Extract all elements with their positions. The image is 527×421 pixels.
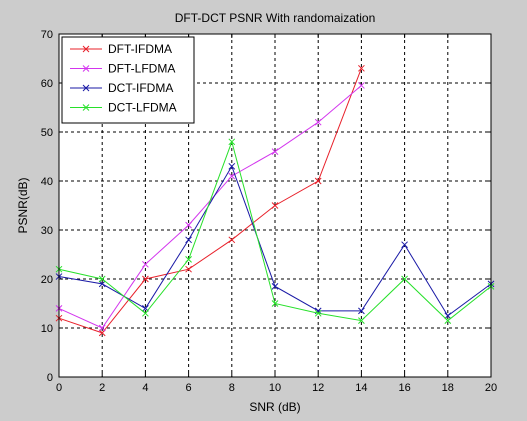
legend-label: DFT-IFDMA [108, 42, 172, 56]
x-tick-label: 0 [56, 382, 62, 394]
data-point [271, 282, 279, 290]
legend: DFT-IFDMA DFT-LFDMA DCT-IFDMA DCT-LFDMA [61, 36, 195, 124]
data-point [444, 312, 452, 320]
legend-label: DFT-LFDMA [108, 62, 175, 76]
data-point [358, 307, 365, 315]
x-tick-label: 4 [142, 382, 148, 394]
x-tick-label: 14 [355, 382, 367, 394]
data-point [185, 256, 192, 263]
y-tick-label: 60 [41, 78, 53, 90]
y-tick-label: 70 [41, 29, 53, 41]
x-tick-label: 18 [442, 382, 454, 394]
data-point [98, 275, 106, 283]
legend-swatch-marker [82, 104, 90, 111]
y-tick-label: 50 [41, 127, 53, 139]
x-axis-title: SNR (dB) [249, 400, 300, 414]
x-tick-label: 12 [312, 382, 324, 394]
legend-item: DCT-LFDMA [70, 101, 177, 115]
data-point [185, 221, 192, 229]
x-tick-label: 16 [398, 382, 410, 394]
data-point [228, 172, 236, 180]
data-point [314, 177, 322, 185]
data-point [358, 317, 365, 325]
y-tick-label: 10 [41, 323, 53, 335]
data-point [142, 260, 149, 268]
data-point [98, 324, 106, 332]
legend-label: DCT-LFDMA [108, 101, 177, 115]
data-point [314, 309, 322, 317]
data-point [228, 138, 236, 146]
x-tick-label: 2 [99, 382, 105, 394]
x-tick-label: 6 [186, 382, 192, 394]
x-tick-label: 8 [229, 382, 235, 394]
data-point [444, 317, 452, 325]
series-dct-lfdma [55, 138, 495, 325]
data-point [228, 236, 236, 244]
data-point [358, 64, 365, 72]
legend-swatch-marker [82, 65, 90, 72]
data-point [142, 275, 149, 283]
legend-swatch-marker [82, 45, 90, 53]
data-point [142, 309, 149, 317]
legend-item: DFT-IFDMA [70, 42, 172, 56]
data-point [228, 162, 236, 170]
x-tick-label: 20 [485, 382, 497, 394]
series-line [58, 68, 362, 334]
data-point [401, 241, 408, 249]
data-point [185, 265, 192, 273]
y-tick-label: 20 [41, 274, 53, 286]
series-layer [55, 64, 495, 337]
chart-title: DFT-DCT PSNR With randomaization [175, 11, 376, 25]
y-axis-title: PSNR(dB) [16, 177, 30, 233]
legend-item: DFT-LFDMA [70, 62, 175, 76]
data-point [98, 280, 106, 288]
data-point [185, 236, 192, 244]
data-point [98, 329, 106, 337]
y-tick-label: 40 [41, 176, 53, 188]
data-point [401, 275, 408, 283]
data-point [271, 202, 279, 209]
legend-item: DCT-IFDMA [70, 81, 173, 95]
data-point [358, 82, 365, 89]
legend-label: DCT-IFDMA [108, 81, 173, 95]
y-tick-label: 30 [41, 225, 53, 237]
data-point [314, 118, 322, 126]
x-tick-label: 10 [269, 382, 281, 394]
legend-swatch-marker [82, 84, 90, 92]
data-point [271, 148, 279, 155]
data-point [271, 300, 279, 307]
y-tick-label: 0 [47, 372, 53, 384]
